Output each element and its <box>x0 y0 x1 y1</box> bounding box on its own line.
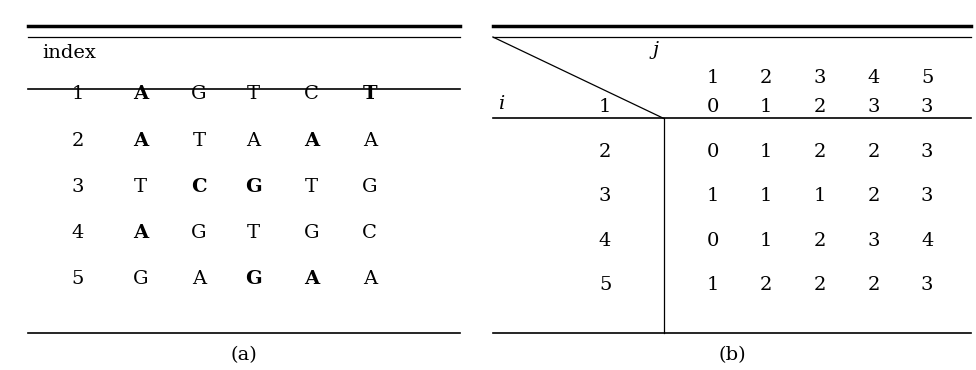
Text: 4: 4 <box>868 69 879 87</box>
Text: 2: 2 <box>760 276 772 294</box>
Text: 0: 0 <box>707 232 718 249</box>
Text: 1: 1 <box>760 232 772 249</box>
Text: T: T <box>305 178 318 196</box>
Text: 1: 1 <box>814 187 826 205</box>
Text: 1: 1 <box>71 85 84 103</box>
Text: 3: 3 <box>599 187 611 205</box>
Text: G: G <box>133 270 148 288</box>
Text: T: T <box>246 85 260 103</box>
Text: 4: 4 <box>921 232 933 249</box>
Text: 3: 3 <box>921 98 933 116</box>
Text: A: A <box>304 270 319 288</box>
Text: 2: 2 <box>71 132 84 149</box>
Text: A: A <box>363 132 377 149</box>
Text: 3: 3 <box>814 69 826 87</box>
Text: 2: 2 <box>814 98 826 116</box>
Text: 2: 2 <box>814 232 826 249</box>
Text: 2: 2 <box>599 143 611 161</box>
Text: C: C <box>191 178 207 196</box>
Text: (a): (a) <box>230 346 258 364</box>
Text: 1: 1 <box>760 187 772 205</box>
Text: 2: 2 <box>760 69 772 87</box>
Text: C: C <box>362 224 377 242</box>
Text: 2: 2 <box>868 187 879 205</box>
Text: G: G <box>191 85 207 103</box>
Text: G: G <box>245 178 262 196</box>
Text: 3: 3 <box>921 276 933 294</box>
Text: A: A <box>192 270 206 288</box>
Text: 2: 2 <box>814 143 826 161</box>
Text: G: G <box>245 270 262 288</box>
Text: 1: 1 <box>707 69 718 87</box>
Text: 3: 3 <box>71 178 84 196</box>
Text: A: A <box>363 270 377 288</box>
Text: 2: 2 <box>868 143 879 161</box>
Text: 0: 0 <box>707 143 718 161</box>
Text: A: A <box>133 85 148 103</box>
Text: G: G <box>362 178 378 196</box>
Text: 2: 2 <box>814 276 826 294</box>
Text: 3: 3 <box>868 98 879 116</box>
Text: 4: 4 <box>71 224 84 242</box>
Text: T: T <box>362 85 377 103</box>
Text: 3: 3 <box>921 143 933 161</box>
Text: 0: 0 <box>707 98 718 116</box>
Text: T: T <box>192 132 206 149</box>
Text: G: G <box>191 224 207 242</box>
Text: 2: 2 <box>868 276 879 294</box>
Text: (b): (b) <box>718 346 746 364</box>
Text: j: j <box>653 41 659 59</box>
Text: 3: 3 <box>921 187 933 205</box>
Text: 5: 5 <box>921 69 933 87</box>
Text: 1: 1 <box>707 187 718 205</box>
Text: A: A <box>133 224 148 242</box>
Text: 5: 5 <box>599 276 611 294</box>
Text: i: i <box>498 95 504 113</box>
Text: G: G <box>304 224 319 242</box>
Text: 1: 1 <box>707 276 718 294</box>
Text: 1: 1 <box>760 98 772 116</box>
Text: 4: 4 <box>599 232 611 249</box>
Text: 1: 1 <box>760 143 772 161</box>
Text: A: A <box>246 132 260 149</box>
Text: 1: 1 <box>599 98 611 116</box>
Text: A: A <box>133 132 148 149</box>
Text: index: index <box>42 44 96 63</box>
Text: T: T <box>134 178 147 196</box>
Text: A: A <box>304 132 319 149</box>
Text: 5: 5 <box>71 270 84 288</box>
Text: 3: 3 <box>868 232 879 249</box>
Text: C: C <box>304 85 319 103</box>
Text: T: T <box>246 224 260 242</box>
